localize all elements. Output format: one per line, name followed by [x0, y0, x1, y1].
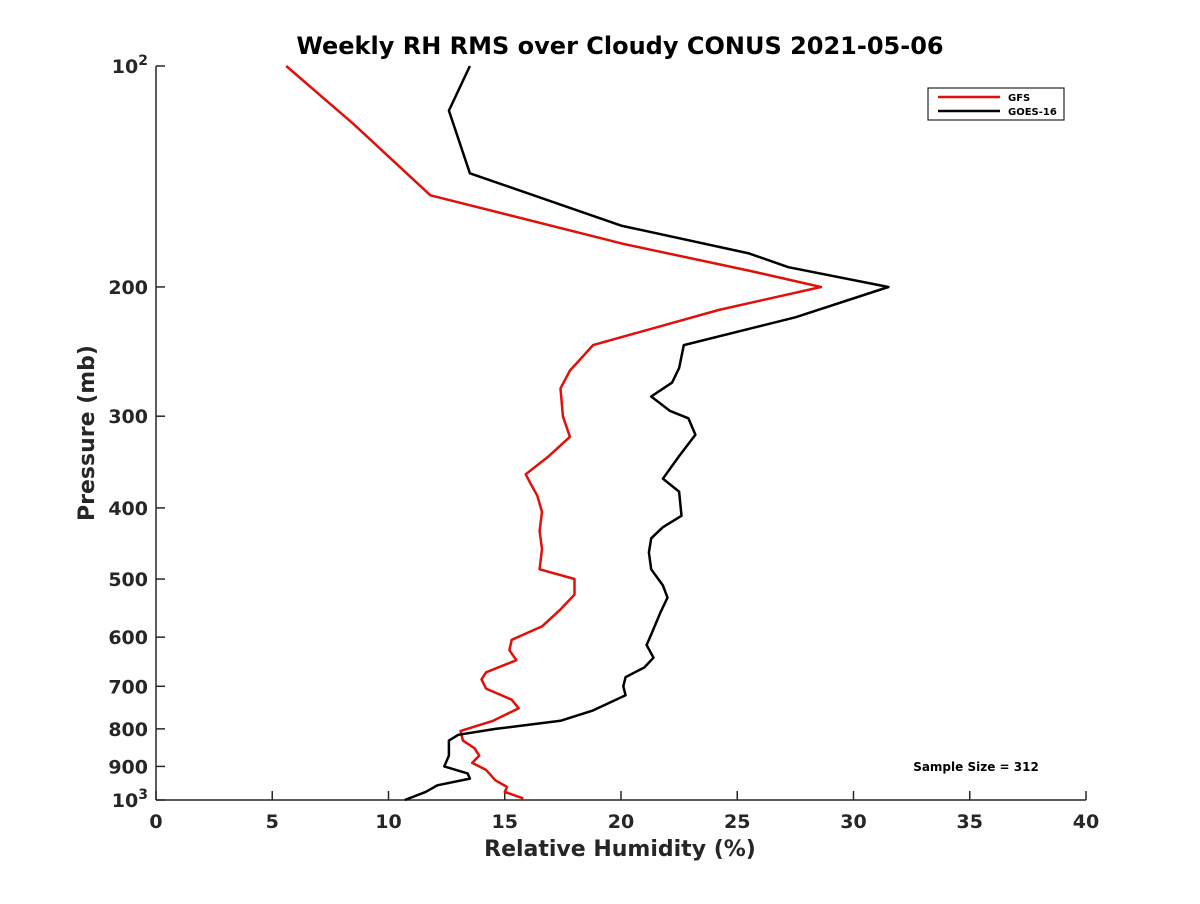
series-lines: [285, 65, 890, 802]
y-tick-label: 400: [108, 498, 148, 520]
y-tick-label: 300: [108, 406, 148, 428]
legend-box: [927, 87, 1065, 121]
y-axis-label: Pressure (mb): [75, 345, 100, 521]
x-tick-label: 20: [608, 811, 634, 833]
x-tick-label: 15: [492, 811, 518, 833]
series-line-goes-16: [404, 65, 890, 802]
y-tick-label: 102: [112, 53, 148, 78]
y-tick-label: 103: [112, 787, 148, 812]
y-tick-label: 600: [108, 627, 148, 649]
y-tick-label: 500: [108, 569, 148, 591]
legend-entry: GFS: [1008, 93, 1030, 104]
x-tick-label: 10: [375, 811, 401, 833]
y-tick-label: 800: [108, 719, 148, 741]
x-tick-label: 30: [840, 811, 866, 833]
chart-title: Weekly RH RMS over Cloudy CONUS 2021-05-…: [296, 32, 943, 60]
x-tick-label: 40: [1073, 811, 1099, 833]
sample-size-annotation: Sample Size = 312: [913, 760, 1039, 774]
x-tick-label: 0: [149, 811, 162, 833]
y-tick-label: 700: [108, 676, 148, 698]
legend-entry: GOES-16: [1008, 107, 1057, 118]
series-line-gfs: [285, 65, 823, 800]
axes: 0 5 10 15 20 25 30 35 40 102 200 300 400 500 600 700 800…: [108, 53, 1099, 833]
y-tick-label: 200: [108, 277, 148, 299]
y-tick-label: 900: [108, 756, 148, 778]
x-tick-label: 35: [957, 811, 983, 833]
x-tick-label: 25: [724, 811, 750, 833]
x-axis-label: Relative Humidity (%): [484, 837, 756, 862]
legend: GFS GOES-16: [927, 87, 1065, 121]
x-tick-label: 5: [266, 811, 279, 833]
